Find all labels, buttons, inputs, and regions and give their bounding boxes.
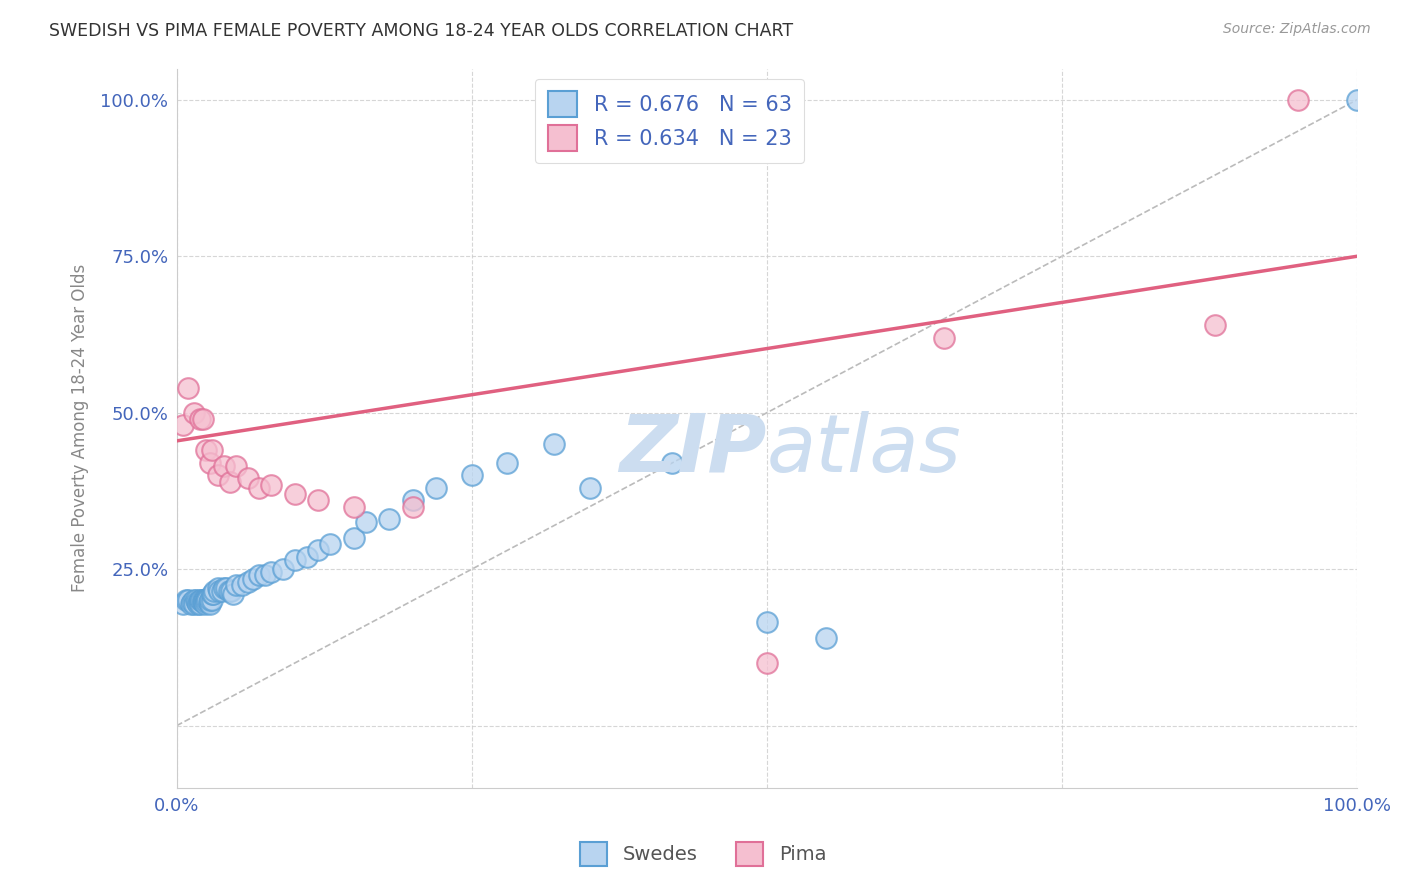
- Point: [184, 593, 207, 607]
- Legend: R = 0.676   N = 63, R = 0.634   N = 23: R = 0.676 N = 63, R = 0.634 N = 23: [536, 78, 804, 163]
- Point: [814, 631, 837, 645]
- Point: [236, 574, 259, 589]
- Point: [187, 597, 209, 611]
- Point: [207, 581, 229, 595]
- Point: [195, 593, 218, 607]
- Point: [402, 500, 425, 514]
- Point: [343, 500, 366, 514]
- Point: [295, 549, 318, 564]
- Legend: Swedes, Pima: Swedes, Pima: [572, 834, 834, 873]
- Point: [1346, 93, 1368, 107]
- Point: [188, 597, 211, 611]
- Point: [186, 595, 208, 609]
- Point: [461, 468, 484, 483]
- Point: [212, 458, 235, 473]
- Point: [201, 443, 224, 458]
- Point: [211, 584, 233, 599]
- Point: [284, 553, 307, 567]
- Point: [242, 572, 264, 586]
- Y-axis label: Female Poverty Among 18-24 Year Olds: Female Poverty Among 18-24 Year Olds: [72, 264, 89, 592]
- Point: [1286, 93, 1309, 107]
- Point: [195, 593, 218, 607]
- Point: [247, 481, 270, 495]
- Point: [402, 493, 425, 508]
- Point: [260, 566, 283, 580]
- Point: [183, 406, 205, 420]
- Point: [307, 493, 329, 508]
- Point: [578, 481, 600, 495]
- Point: [543, 437, 565, 451]
- Point: [319, 537, 342, 551]
- Point: [181, 595, 204, 609]
- Text: Source: ZipAtlas.com: Source: ZipAtlas.com: [1223, 22, 1371, 37]
- Point: [307, 543, 329, 558]
- Point: [496, 456, 519, 470]
- Point: [755, 615, 778, 630]
- Point: [271, 562, 294, 576]
- Point: [191, 593, 214, 607]
- Point: [755, 656, 778, 670]
- Point: [188, 595, 211, 609]
- Point: [183, 597, 205, 611]
- Point: [212, 581, 235, 595]
- Point: [254, 568, 277, 582]
- Point: [195, 443, 218, 458]
- Point: [247, 568, 270, 582]
- Point: [378, 512, 401, 526]
- Point: [194, 593, 217, 607]
- Point: [201, 593, 224, 607]
- Point: [198, 593, 221, 607]
- Point: [201, 587, 224, 601]
- Point: [225, 578, 247, 592]
- Point: [425, 481, 447, 495]
- Point: [174, 593, 197, 607]
- Point: [183, 593, 205, 607]
- Point: [190, 593, 212, 607]
- Point: [661, 456, 683, 470]
- Point: [225, 458, 247, 473]
- Point: [197, 595, 219, 609]
- Point: [188, 593, 211, 607]
- Point: [208, 584, 231, 599]
- Point: [177, 593, 200, 607]
- Point: [191, 595, 214, 609]
- Point: [207, 468, 229, 483]
- Point: [354, 515, 377, 529]
- Point: [218, 584, 240, 599]
- Point: [215, 581, 238, 595]
- Point: [932, 331, 955, 345]
- Point: [191, 412, 214, 426]
- Text: ZIP: ZIP: [620, 411, 766, 489]
- Point: [195, 595, 218, 609]
- Text: SWEDISH VS PIMA FEMALE POVERTY AMONG 18-24 YEAR OLDS CORRELATION CHART: SWEDISH VS PIMA FEMALE POVERTY AMONG 18-…: [49, 22, 793, 40]
- Point: [177, 381, 200, 395]
- Point: [193, 595, 215, 609]
- Point: [218, 475, 240, 489]
- Point: [193, 593, 215, 607]
- Text: atlas: atlas: [766, 411, 962, 489]
- Point: [219, 584, 242, 599]
- Point: [172, 418, 194, 433]
- Point: [202, 587, 225, 601]
- Point: [198, 597, 221, 611]
- Point: [1204, 318, 1226, 332]
- Point: [198, 456, 221, 470]
- Point: [231, 578, 253, 592]
- Point: [260, 477, 283, 491]
- Point: [194, 597, 217, 611]
- Point: [236, 471, 259, 485]
- Point: [284, 487, 307, 501]
- Point: [204, 584, 226, 599]
- Point: [172, 597, 194, 611]
- Point: [188, 412, 211, 426]
- Point: [180, 597, 202, 611]
- Point: [222, 587, 245, 601]
- Point: [343, 531, 366, 545]
